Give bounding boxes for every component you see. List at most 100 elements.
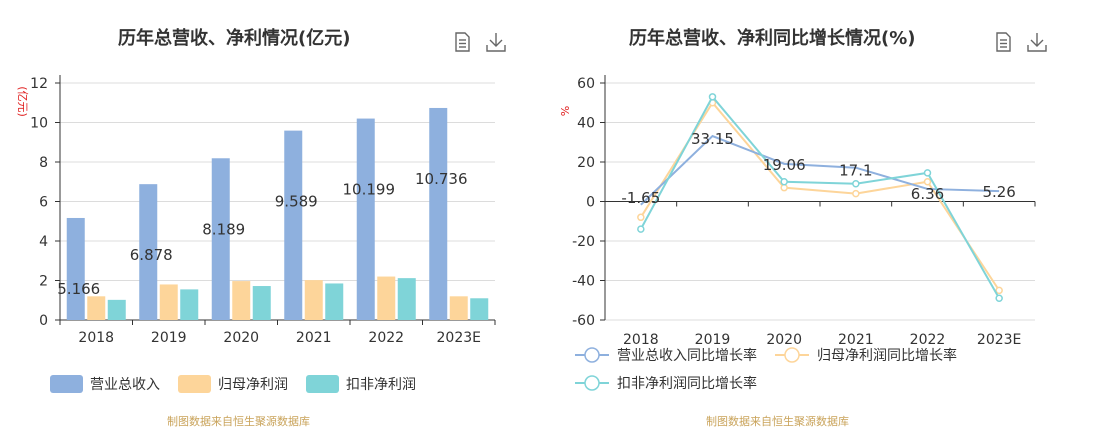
download-button[interactable] — [1026, 30, 1048, 54]
x-tick-label: 2023E — [977, 332, 1021, 348]
data-point — [708, 93, 717, 101]
x-tick-label: 2021 — [838, 332, 874, 348]
x-tick-label: 2022 — [910, 332, 946, 348]
y-tick-label: 2 — [39, 274, 48, 290]
y-axis-label: (亿元) — [16, 86, 29, 117]
legend-item-parent-net-profit-swatch — [178, 375, 211, 393]
bar-revenue — [211, 158, 230, 320]
data-label: 5.166 — [57, 280, 100, 298]
bar-deducted-net-profit — [325, 283, 344, 320]
data-label: 10.199 — [343, 181, 396, 199]
revenue-profit-chart-panel: 历年总营收、净利情况(亿元) 0 2 4 6 8 10 12 (亿元) 2018 5.166 201… — [0, 0, 553, 447]
data-point — [923, 169, 932, 177]
data-label: 8.189 — [202, 220, 245, 238]
bar-parent-net-profit — [87, 296, 106, 320]
bar-parent-net-profit — [449, 296, 468, 320]
legend-item-revenue-growth-swatch-marker — [584, 347, 600, 363]
x-tick-label: 2020 — [223, 330, 259, 346]
download-icon — [486, 33, 506, 52]
x-tick-label: 2022 — [368, 330, 404, 346]
legend-item-deducted-net-profit: 扣非净利润 — [346, 377, 416, 393]
y-tick-label: 40 — [577, 116, 595, 132]
bar-deducted-net-profit — [107, 299, 126, 320]
x-tick-label: 2021 — [296, 330, 332, 346]
y-tick-label: 60 — [577, 76, 595, 92]
legend-item-parent-net-profit-growth: 归母净利润同比增长率 — [817, 347, 957, 364]
y-tick-label: 6 — [39, 195, 48, 211]
data-point — [923, 178, 932, 186]
y-tick-label: 12 — [30, 76, 48, 92]
bar-revenue — [429, 107, 448, 321]
data-label: 10.736 — [415, 170, 468, 188]
legend-item-revenue-swatch — [50, 375, 83, 393]
x-tick-label: 2019 — [695, 332, 731, 348]
line-parent-net-profit-growth — [639, 101, 1001, 291]
bar-deducted-net-profit — [180, 289, 199, 320]
data-point — [852, 189, 860, 198]
bar-parent-net-profit — [304, 280, 323, 320]
source-note: 制图数据来自恒生聚源数据库 — [706, 415, 849, 428]
data-label: 6.36 — [911, 185, 944, 203]
bar-deducted-net-profit — [397, 278, 416, 320]
x-tick-label: 2018 — [78, 330, 114, 346]
x-tick-label: 2020 — [766, 332, 802, 348]
document-icon — [455, 32, 470, 52]
data-label: 9.589 — [275, 193, 318, 211]
data-point — [637, 225, 645, 233]
chart-title: 历年总营收、净利情况(亿元) — [118, 28, 351, 49]
line-revenue-growth — [640, 134, 1000, 206]
data-label: 5.26 — [982, 183, 1015, 201]
legend-item-deducted-net-profit-growth: 扣非净利润同比增长率 — [617, 375, 757, 392]
data-view-button[interactable] — [993, 30, 1015, 54]
bar-parent-net-profit — [232, 281, 251, 320]
legend-item-revenue-growth: 营业总收入同比增长率 — [617, 347, 757, 364]
bar-revenue — [284, 130, 303, 320]
y-tick-label: 20 — [577, 155, 595, 171]
legend-item-revenue: 营业总收入 — [90, 377, 160, 393]
data-point — [637, 213, 645, 222]
bar-parent-net-profit — [377, 276, 396, 320]
x-tick-label: 2019 — [151, 330, 187, 346]
line-deducted-net-profit-growth — [639, 95, 1001, 299]
y-axis-label: % — [558, 106, 571, 116]
data-label: 33.15 — [691, 130, 734, 148]
y-tick-label: 10 — [30, 116, 48, 132]
data-label: 17.1 — [839, 162, 872, 180]
y-tick-label: -40 — [572, 274, 595, 290]
y-tick-label: 4 — [39, 234, 48, 250]
y-tick-label: 0 — [586, 195, 595, 211]
data-view-button[interactable] — [452, 30, 474, 54]
bar-parent-net-profit — [159, 284, 178, 320]
source-note: 制图数据来自恒生聚源数据库 — [167, 415, 310, 428]
data-label: 6.878 — [130, 246, 173, 264]
bar-revenue — [139, 184, 158, 320]
bar-chart: 0 2 4 6 8 10 12(亿元) 2018 5.166 2019 6.878 2020 8.189… — [16, 75, 496, 393]
legend-item-parent-net-profit-growth-swatch-marker — [784, 347, 800, 363]
y-tick-label: 8 — [39, 155, 48, 171]
y-tick-label: -20 — [572, 234, 595, 250]
bar-deducted-net-profit — [252, 286, 271, 320]
y-tick-label: 0 — [39, 313, 48, 329]
data-point — [708, 99, 717, 107]
bar-revenue — [66, 217, 85, 320]
data-point — [780, 183, 788, 192]
data-label: 19.06 — [763, 156, 806, 174]
x-tick-label: 2018 — [623, 332, 659, 348]
download-button[interactable] — [485, 30, 507, 54]
data-point — [780, 178, 788, 186]
data-point — [852, 179, 860, 188]
legend-item-deducted-net-profit-swatch — [306, 375, 339, 393]
data-point — [995, 286, 1003, 295]
bar-revenue — [356, 118, 375, 320]
x-tick-label: 2023E — [437, 330, 481, 346]
data-point — [995, 294, 1003, 303]
legend-item-parent-net-profit: 归母净利润 — [218, 376, 288, 393]
chart-title: 历年总营收、净利同比增长情况(%) — [629, 28, 916, 49]
document-icon — [996, 32, 1011, 52]
bar-deducted-net-profit — [470, 298, 489, 320]
growth-rate-chart-panel: 历年总营收、净利同比增长情况(%) -60 -40 -20 0 20 40 60% 2018 2… — [553, 0, 1106, 447]
y-tick-label: -60 — [572, 313, 595, 329]
download-icon — [1027, 33, 1047, 52]
legend-item-deducted-net-profit-growth-swatch-marker — [584, 375, 600, 391]
